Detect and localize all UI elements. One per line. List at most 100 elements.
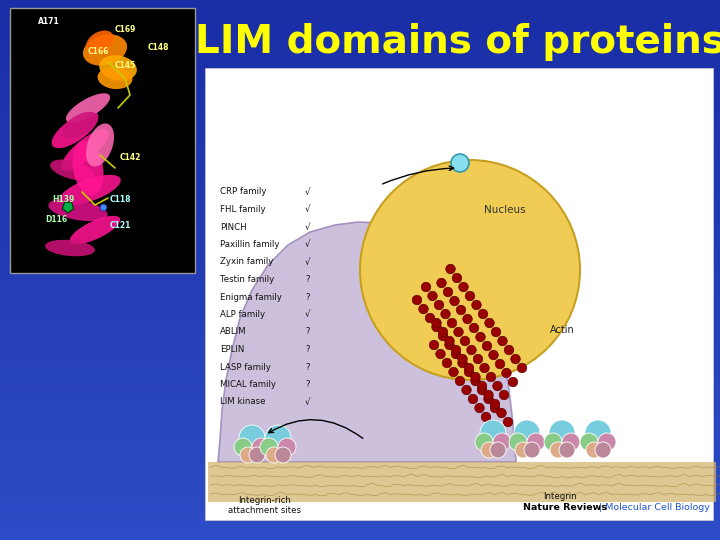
Circle shape (465, 291, 474, 301)
Circle shape (450, 296, 459, 306)
Circle shape (451, 349, 461, 359)
Circle shape (562, 433, 580, 451)
Circle shape (239, 425, 265, 451)
Text: MICAL family: MICAL family (220, 380, 276, 389)
Text: LASP family: LASP family (220, 362, 271, 372)
Circle shape (445, 336, 454, 346)
FancyBboxPatch shape (205, 68, 713, 520)
Ellipse shape (83, 35, 127, 66)
Circle shape (485, 318, 495, 328)
Circle shape (486, 372, 496, 382)
Circle shape (452, 273, 462, 283)
Text: | Molecular Cell Biology: | Molecular Cell Biology (596, 503, 710, 512)
Text: ?: ? (305, 327, 310, 336)
Text: ?: ? (305, 362, 310, 372)
Circle shape (469, 323, 479, 333)
Circle shape (444, 287, 453, 297)
Circle shape (481, 442, 497, 458)
Circle shape (460, 336, 470, 346)
Ellipse shape (48, 199, 107, 221)
Circle shape (426, 313, 435, 323)
Circle shape (515, 442, 531, 458)
Circle shape (462, 385, 472, 395)
Text: C148: C148 (148, 44, 169, 52)
Circle shape (429, 340, 438, 350)
Ellipse shape (52, 112, 99, 148)
Circle shape (458, 358, 467, 368)
Text: C118: C118 (110, 195, 132, 205)
Circle shape (441, 309, 450, 319)
Circle shape (234, 438, 252, 456)
Circle shape (473, 354, 483, 364)
Text: ?: ? (305, 293, 310, 301)
Circle shape (580, 433, 598, 451)
Circle shape (455, 376, 465, 386)
Text: Integrin-rich
attachment sites: Integrin-rich attachment sites (228, 496, 302, 515)
Circle shape (477, 381, 487, 391)
Circle shape (475, 433, 493, 451)
Circle shape (491, 327, 501, 337)
Text: ?: ? (305, 380, 310, 389)
Ellipse shape (62, 112, 98, 138)
Circle shape (464, 363, 474, 373)
Circle shape (490, 403, 500, 413)
Text: C169: C169 (115, 25, 136, 35)
Circle shape (489, 350, 498, 360)
Circle shape (517, 363, 527, 373)
Circle shape (480, 363, 490, 373)
Circle shape (484, 390, 493, 400)
Circle shape (471, 372, 480, 382)
Circle shape (438, 327, 448, 337)
Circle shape (421, 282, 431, 292)
Text: C142: C142 (120, 153, 141, 163)
Circle shape (249, 447, 265, 463)
FancyBboxPatch shape (10, 8, 195, 273)
Circle shape (445, 340, 454, 350)
Text: PINCH: PINCH (220, 222, 247, 232)
Circle shape (471, 376, 480, 386)
Text: Testin family: Testin family (220, 275, 274, 284)
Ellipse shape (86, 124, 114, 166)
Text: EPLIN: EPLIN (220, 345, 244, 354)
Circle shape (508, 377, 518, 387)
Text: LIM domains of proteins: LIM domains of proteins (195, 23, 720, 61)
Text: A171: A171 (38, 17, 60, 26)
Circle shape (456, 305, 466, 315)
Circle shape (464, 367, 474, 377)
Circle shape (498, 336, 508, 346)
Ellipse shape (99, 55, 137, 81)
Text: √: √ (305, 258, 310, 267)
Circle shape (559, 442, 575, 458)
Ellipse shape (360, 160, 580, 380)
Circle shape (502, 368, 511, 378)
Circle shape (544, 433, 562, 451)
Circle shape (478, 309, 488, 319)
Text: √: √ (305, 397, 310, 407)
Ellipse shape (50, 159, 94, 180)
Circle shape (436, 349, 445, 359)
Circle shape (504, 345, 514, 355)
Ellipse shape (59, 175, 121, 205)
Text: ?: ? (305, 275, 310, 284)
Circle shape (474, 403, 485, 413)
Circle shape (437, 278, 446, 288)
Circle shape (481, 412, 491, 422)
Text: C121: C121 (110, 220, 131, 230)
Circle shape (595, 442, 611, 458)
Circle shape (275, 447, 291, 463)
Text: Nature Reviews: Nature Reviews (523, 503, 607, 512)
Circle shape (412, 295, 422, 305)
Text: Actin: Actin (550, 325, 575, 335)
Circle shape (428, 291, 437, 301)
Circle shape (598, 433, 616, 451)
Circle shape (490, 399, 500, 409)
Text: √: √ (305, 310, 310, 319)
Circle shape (459, 282, 468, 292)
Circle shape (266, 447, 282, 463)
Circle shape (487, 421, 498, 431)
Circle shape (467, 345, 477, 355)
Circle shape (524, 442, 540, 458)
Text: ?: ? (305, 345, 310, 354)
Circle shape (494, 430, 504, 440)
Circle shape (480, 420, 506, 446)
